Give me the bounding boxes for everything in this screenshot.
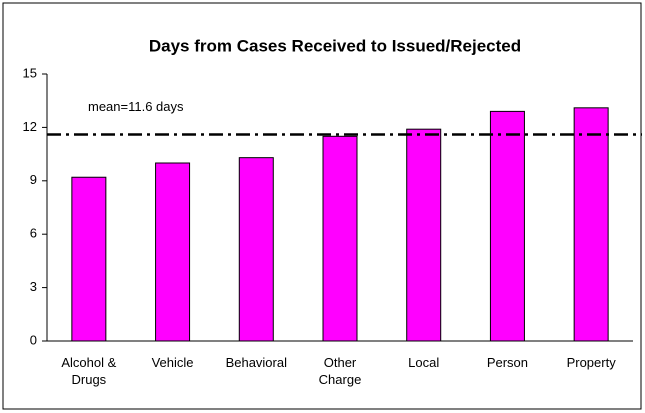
x-tick-label: Alcohol & Drugs (61, 355, 117, 387)
y-tick-label: 0 (30, 332, 37, 347)
x-tick-label: Local (408, 355, 440, 370)
x-tick-label: Behavioral (225, 355, 287, 370)
chart-title: Days from Cases Received to Issued/Rejec… (149, 36, 521, 55)
y-tick-label: 15 (23, 65, 37, 80)
x-tick-label: Vehicle (151, 355, 194, 370)
mean-label: mean=11.6 days (88, 99, 184, 114)
bar (71, 176, 107, 342)
y-tick-label: 12 (23, 119, 37, 134)
bar (238, 157, 274, 342)
y-tick-label: 3 (30, 279, 37, 294)
x-tick-label: Other Charge (318, 355, 362, 387)
bar (155, 162, 191, 342)
bar (573, 107, 609, 342)
bar (406, 128, 442, 342)
x-tick-label: Property (566, 355, 616, 370)
bar (489, 110, 525, 342)
x-tick-label: Person (486, 355, 529, 370)
y-tick-label: 6 (30, 226, 37, 241)
bar (322, 135, 358, 342)
y-tick-label: 9 (30, 172, 37, 187)
